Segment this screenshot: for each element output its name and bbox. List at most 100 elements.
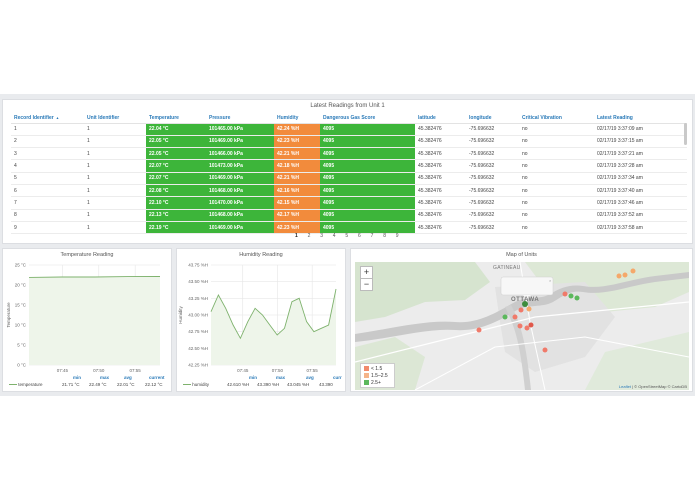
table-cell: -75.696632: [466, 172, 519, 185]
table-cell: 4095: [320, 135, 415, 149]
page-link[interactable]: 5: [345, 233, 349, 239]
map-popup-close-icon[interactable]: ×: [549, 278, 552, 283]
hum-series-line[interactable]: [210, 288, 337, 340]
page-link[interactable]: 4: [332, 233, 336, 239]
column-header-label: Pressure: [209, 115, 231, 122]
table-row[interactable]: 9 1 22.19 °C 101469.00 kPa 42.23 %H 4095 45.38…: [11, 221, 687, 235]
table-cell: -75.696632: [466, 159, 519, 173]
temp-legend-min-header: min: [73, 375, 82, 380]
table-row[interactable]: 5 1 22.07 °C 101469.00 kPa 42.21 %H 4095 45.38…: [11, 172, 687, 185]
hum-legend-max: 43.390 %H: [257, 382, 280, 387]
map-marker[interactable]: [630, 268, 636, 274]
map-marker[interactable]: [502, 314, 508, 320]
table-cell: 4095: [320, 196, 415, 210]
zoom-out-button[interactable]: −: [360, 278, 373, 291]
page-link[interactable]: 7: [370, 233, 374, 239]
map-popup: [500, 276, 554, 296]
table-cell: 02/17/19 3:37:21 am: [594, 147, 687, 161]
page-link[interactable]: 9: [395, 233, 399, 239]
table-cell: 22.19 °C: [146, 221, 206, 235]
map-marker[interactable]: [512, 314, 518, 320]
table-row[interactable]: 6 1 22.08 °C 101468.00 kPa 42.16 %H 4095 45.38…: [11, 184, 687, 198]
hum-xtick-label: 07:50: [272, 368, 284, 373]
legend-swatch-low: [364, 366, 369, 371]
column-header-label: Critical Vibration: [522, 115, 562, 122]
page-link[interactable]: 3: [320, 233, 323, 239]
hum-xtick-label: 07:45: [237, 368, 249, 373]
table-cell: 22.10 °C: [146, 196, 206, 210]
column-header[interactable]: Unit Identifier: [84, 114, 146, 124]
map-label-ottawa: OTTAWA: [511, 297, 540, 303]
table-cell: -75.696632: [466, 221, 519, 235]
hum-ytick-label: 43.00 %H: [188, 313, 208, 318]
column-header[interactable]: Temperature: [146, 114, 206, 124]
hum-ytick-label: 42.75 %H: [188, 329, 208, 334]
table-row[interactable]: 8 1 22.13 °C 101468.00 kPa 42.17 %H 4095 45.38…: [11, 209, 687, 222]
table-cell: -75.696632: [466, 196, 519, 210]
table-scrollbar[interactable]: [684, 123, 687, 145]
table-row[interactable]: 1 1 22.04 °C 101465.00 kPa 42.24 %H 4095 45.38…: [11, 123, 687, 136]
page-link[interactable]: 8: [383, 233, 386, 239]
column-header[interactable]: longitude: [466, 114, 519, 124]
map-marker[interactable]: [524, 325, 530, 331]
map-marker[interactable]: [622, 272, 628, 278]
table-cell: 02/17/19 3:37:15 am: [594, 135, 687, 149]
temp-legend-series[interactable]: temperature: [9, 382, 43, 387]
table-cell: 4095: [320, 159, 415, 173]
hum-legend-series[interactable]: humidity: [183, 382, 209, 387]
hum-legend-avg: 43.045 %H: [287, 382, 310, 387]
table-row[interactable]: 3 1 22.05 °C 101466.00 kPa 42.21 %H 4095 45.38…: [11, 147, 687, 161]
column-header[interactable]: Latest Reading: [594, 114, 687, 124]
table-cell: no: [519, 184, 594, 198]
column-header[interactable]: Dangerous Gas Score: [320, 114, 415, 124]
map-marker[interactable]: [562, 291, 568, 297]
column-header-label: Record Identifier: [14, 115, 54, 122]
map-marker[interactable]: [476, 327, 482, 333]
table-row[interactable]: 2 1 22.05 °C 101469.00 kPa 42.23 %H 4095 45.38…: [11, 135, 687, 149]
temp-legend-avg: 22.01 °C: [117, 382, 135, 387]
temp-series-area: [29, 276, 160, 365]
column-header[interactable]: Humidity: [274, 114, 320, 124]
map-marker[interactable]: [574, 295, 580, 301]
table-cell: 22.07 °C: [146, 172, 206, 185]
map-marker[interactable]: [517, 323, 523, 329]
table-cell: -75.696632: [466, 147, 519, 161]
table-cell: 8: [11, 209, 84, 222]
temp-legend-series-name: temperature: [18, 382, 43, 387]
page-link[interactable]: 1: [295, 233, 298, 239]
table-row[interactable]: 7 1 22.10 °C 101470.00 kPa 42.15 %H 4095 45.38…: [11, 196, 687, 210]
table-cell: 4: [11, 159, 84, 173]
table-row[interactable]: 4 1 22.07 °C 101473.00 kPa 42.18 %H 4095 45.38…: [11, 159, 687, 173]
map-marker[interactable]: [518, 307, 524, 313]
column-header[interactable]: Pressure: [206, 114, 274, 124]
table-cell: -75.696632: [466, 123, 519, 136]
column-header[interactable]: latitude: [415, 114, 466, 124]
table-header-row: Record Identifier ▲ Unit Identifier Tempera…: [11, 114, 687, 124]
readings-table-panel: Latest Readings from Unit 1 Record Ident…: [2, 99, 693, 244]
table-panel-title: Latest Readings from Unit 1: [310, 103, 385, 109]
hum-legend-current: 43.390: [319, 382, 333, 387]
column-header-label: latitude: [418, 115, 436, 122]
table-cell: 6: [11, 184, 84, 198]
leaflet-link[interactable]: Leaflet: [618, 384, 631, 389]
map-marker[interactable]: [542, 347, 548, 353]
column-header[interactable]: Record Identifier ▲: [11, 114, 84, 124]
table-cell: 45.382476: [415, 184, 466, 198]
page-link[interactable]: 6: [358, 233, 361, 239]
column-header[interactable]: Critical Vibration: [519, 114, 594, 124]
map-panel: Map of Units ×: [350, 248, 693, 392]
map-marker[interactable]: [528, 322, 534, 328]
table-cell: 02/17/19 3:37:58 am: [594, 221, 687, 235]
map-marker[interactable]: [526, 306, 532, 312]
temp-series-line[interactable]: [28, 276, 161, 278]
page-link[interactable]: 2: [307, 233, 311, 239]
map-marker[interactable]: [522, 301, 528, 307]
table-cell: 2: [11, 135, 84, 149]
map-marker[interactable]: [616, 273, 622, 279]
hum-legend-max-header: max: [276, 375, 286, 380]
table-cell: -75.696632: [466, 135, 519, 149]
units-map[interactable]: × GATINEAU OTTAWA: [355, 262, 689, 390]
map-marker[interactable]: [568, 293, 574, 299]
table-cell: 101473.00 kPa: [206, 159, 274, 173]
hum-ytick-label: 42.25 %H: [188, 363, 208, 368]
